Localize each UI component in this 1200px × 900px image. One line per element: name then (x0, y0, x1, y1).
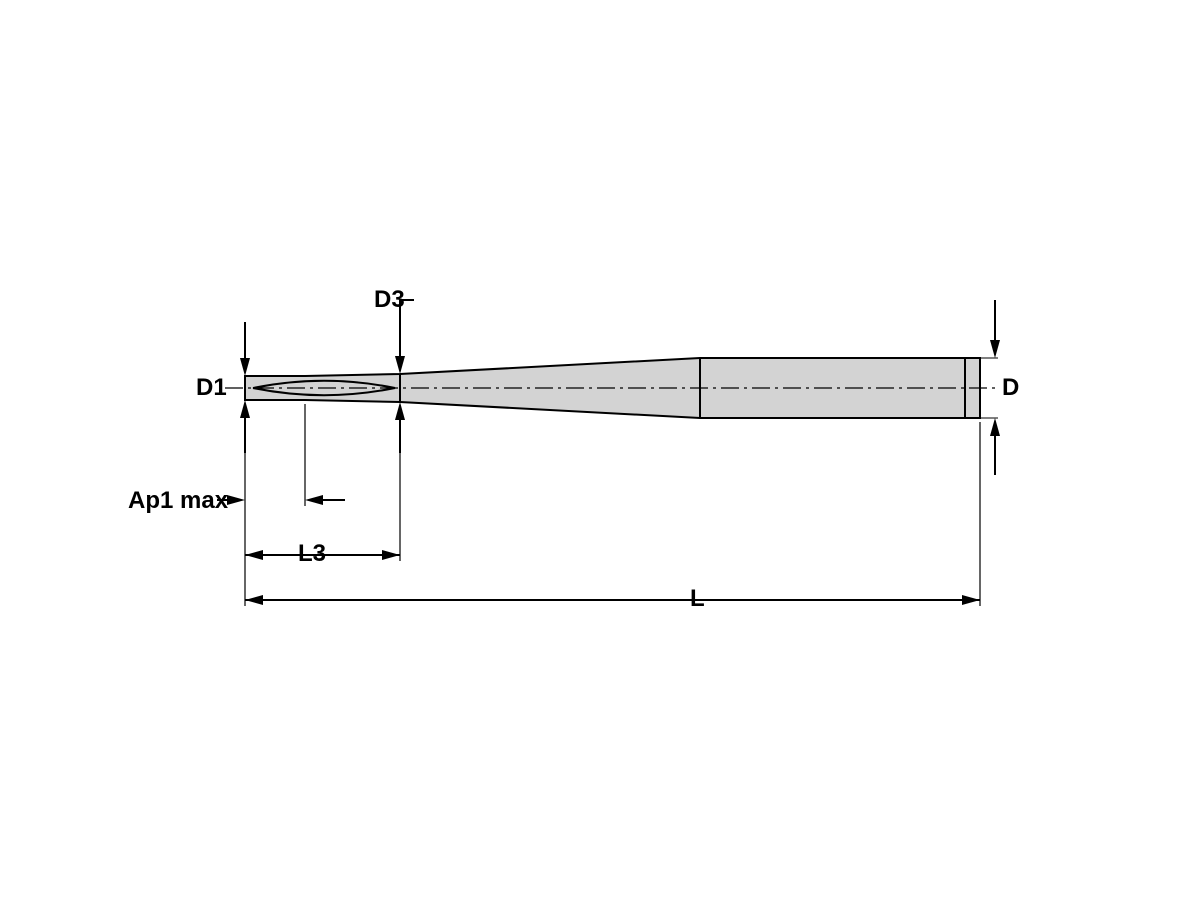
label-ap1max: Ap1 max (128, 487, 228, 515)
technical-drawing-svg (0, 0, 1200, 900)
label-d: D (1002, 374, 1019, 402)
label-d3: D3 (374, 286, 405, 314)
label-l3: L3 (298, 540, 326, 568)
label-d1: D1 (196, 374, 227, 402)
label-l: L (690, 585, 705, 613)
diagram-container: D1 D3 D Ap1 max L3 L (0, 0, 1200, 900)
